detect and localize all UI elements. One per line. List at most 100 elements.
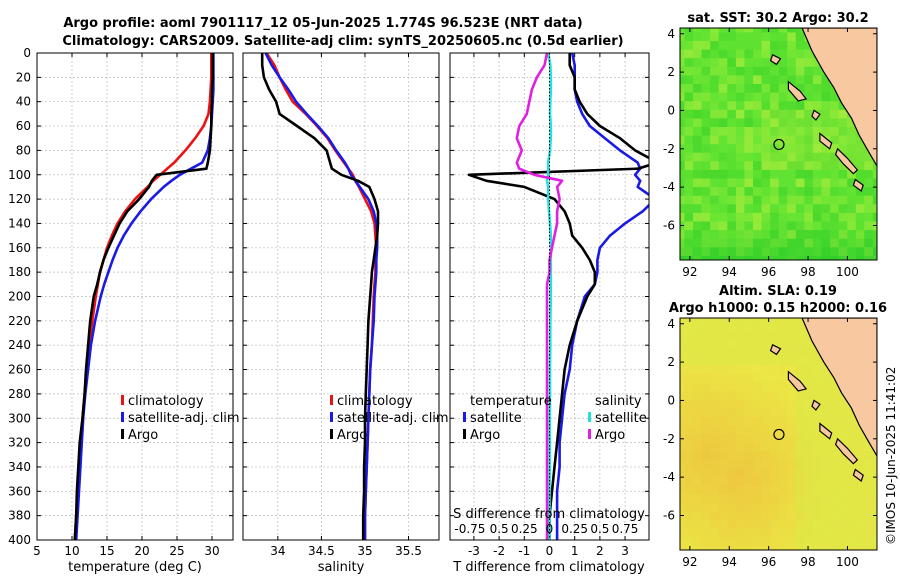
map-cell (778, 382, 788, 392)
map-cell (872, 502, 877, 513)
map-cell (821, 502, 831, 513)
map-cell (821, 468, 831, 478)
map-cell (770, 92, 780, 102)
map-cell (718, 152, 728, 162)
map-cell (701, 545, 711, 550)
map-cell (855, 459, 865, 470)
map-cell (693, 520, 703, 530)
map-cell (744, 58, 754, 68)
map-cell (744, 255, 754, 260)
map-cell (680, 152, 686, 162)
map-cell (710, 169, 720, 180)
map-cell (744, 84, 754, 94)
map-cell (735, 545, 746, 550)
depth-tick-label: 20 (16, 70, 31, 84)
map-cell (701, 442, 711, 452)
map-cell (718, 41, 728, 51)
map-cell (864, 511, 874, 521)
map-cell (787, 238, 797, 248)
map-cell (710, 135, 720, 145)
x-tick-label: 35 (357, 544, 372, 558)
map-cell (821, 169, 831, 180)
map-cell (795, 545, 805, 550)
map-cell (693, 178, 703, 188)
map-cell (787, 331, 797, 341)
map-cell (701, 144, 711, 154)
map-cell (770, 391, 780, 401)
map-cell (761, 485, 771, 495)
map-cell (693, 434, 703, 444)
map-cell (804, 477, 814, 487)
map-cell (812, 92, 823, 102)
map-cell (778, 417, 788, 427)
series-line-temperature-satellite (555, 53, 649, 540)
map-cell (710, 238, 720, 248)
map-cell (684, 58, 694, 68)
map-cell (727, 92, 737, 102)
map-cell (744, 212, 754, 223)
map-cell (812, 75, 823, 85)
map-cell (680, 382, 686, 392)
map-cell (864, 451, 874, 461)
map-cell (847, 195, 857, 205)
map-cell (701, 408, 711, 418)
map-cell (795, 178, 805, 188)
map-cell (710, 520, 720, 530)
map-cell (847, 425, 857, 435)
map-cell (684, 101, 694, 111)
map-cell (778, 442, 788, 452)
map-cell (778, 545, 788, 550)
map-cell (753, 356, 763, 367)
map-cell (804, 238, 814, 248)
map-cell (855, 187, 865, 197)
map-cell (710, 528, 720, 538)
map-cell (855, 485, 865, 495)
map-cell (744, 520, 754, 530)
map-cell (680, 135, 686, 145)
map-cell (735, 58, 746, 68)
map-cell (761, 348, 771, 358)
map-cell (753, 528, 763, 538)
map-cell (701, 348, 711, 358)
map-cell (710, 187, 720, 197)
map-cell (787, 221, 797, 231)
map-cell (710, 322, 720, 332)
map-cell (821, 365, 831, 375)
map-cell (753, 417, 763, 427)
map-cell (718, 195, 728, 205)
map-cell (795, 204, 805, 214)
map-cell (830, 408, 840, 418)
map-cell (821, 399, 831, 410)
map-cell (684, 127, 694, 137)
map-cell (847, 187, 857, 197)
map-cell (838, 520, 848, 530)
map-cell (753, 339, 763, 349)
legend-t-argo: Argo (470, 428, 500, 443)
map-cell (693, 511, 703, 521)
map-cell (727, 135, 737, 145)
map-cell (680, 230, 686, 240)
map-cell (735, 318, 746, 324)
map-cell (795, 247, 805, 257)
map-cell (804, 101, 814, 111)
depth-tick-label: 240 (8, 338, 31, 352)
map-cell (727, 322, 737, 332)
map-cell (684, 459, 694, 470)
map-cell (753, 322, 763, 332)
map-cell (812, 204, 823, 214)
map-cell (761, 66, 771, 77)
map-cell (830, 169, 840, 180)
map-cell (778, 135, 788, 145)
map-cell (770, 204, 780, 214)
map-cell (693, 101, 703, 111)
map-cell (778, 331, 788, 341)
map-cell (735, 477, 746, 487)
map-cell (693, 485, 703, 495)
map-cell (684, 331, 694, 341)
map-cell (821, 109, 831, 120)
map-cell (812, 451, 823, 461)
map-cell (684, 451, 694, 461)
map-cell (744, 356, 754, 367)
map-cell (718, 49, 728, 59)
map-cell (710, 382, 720, 392)
